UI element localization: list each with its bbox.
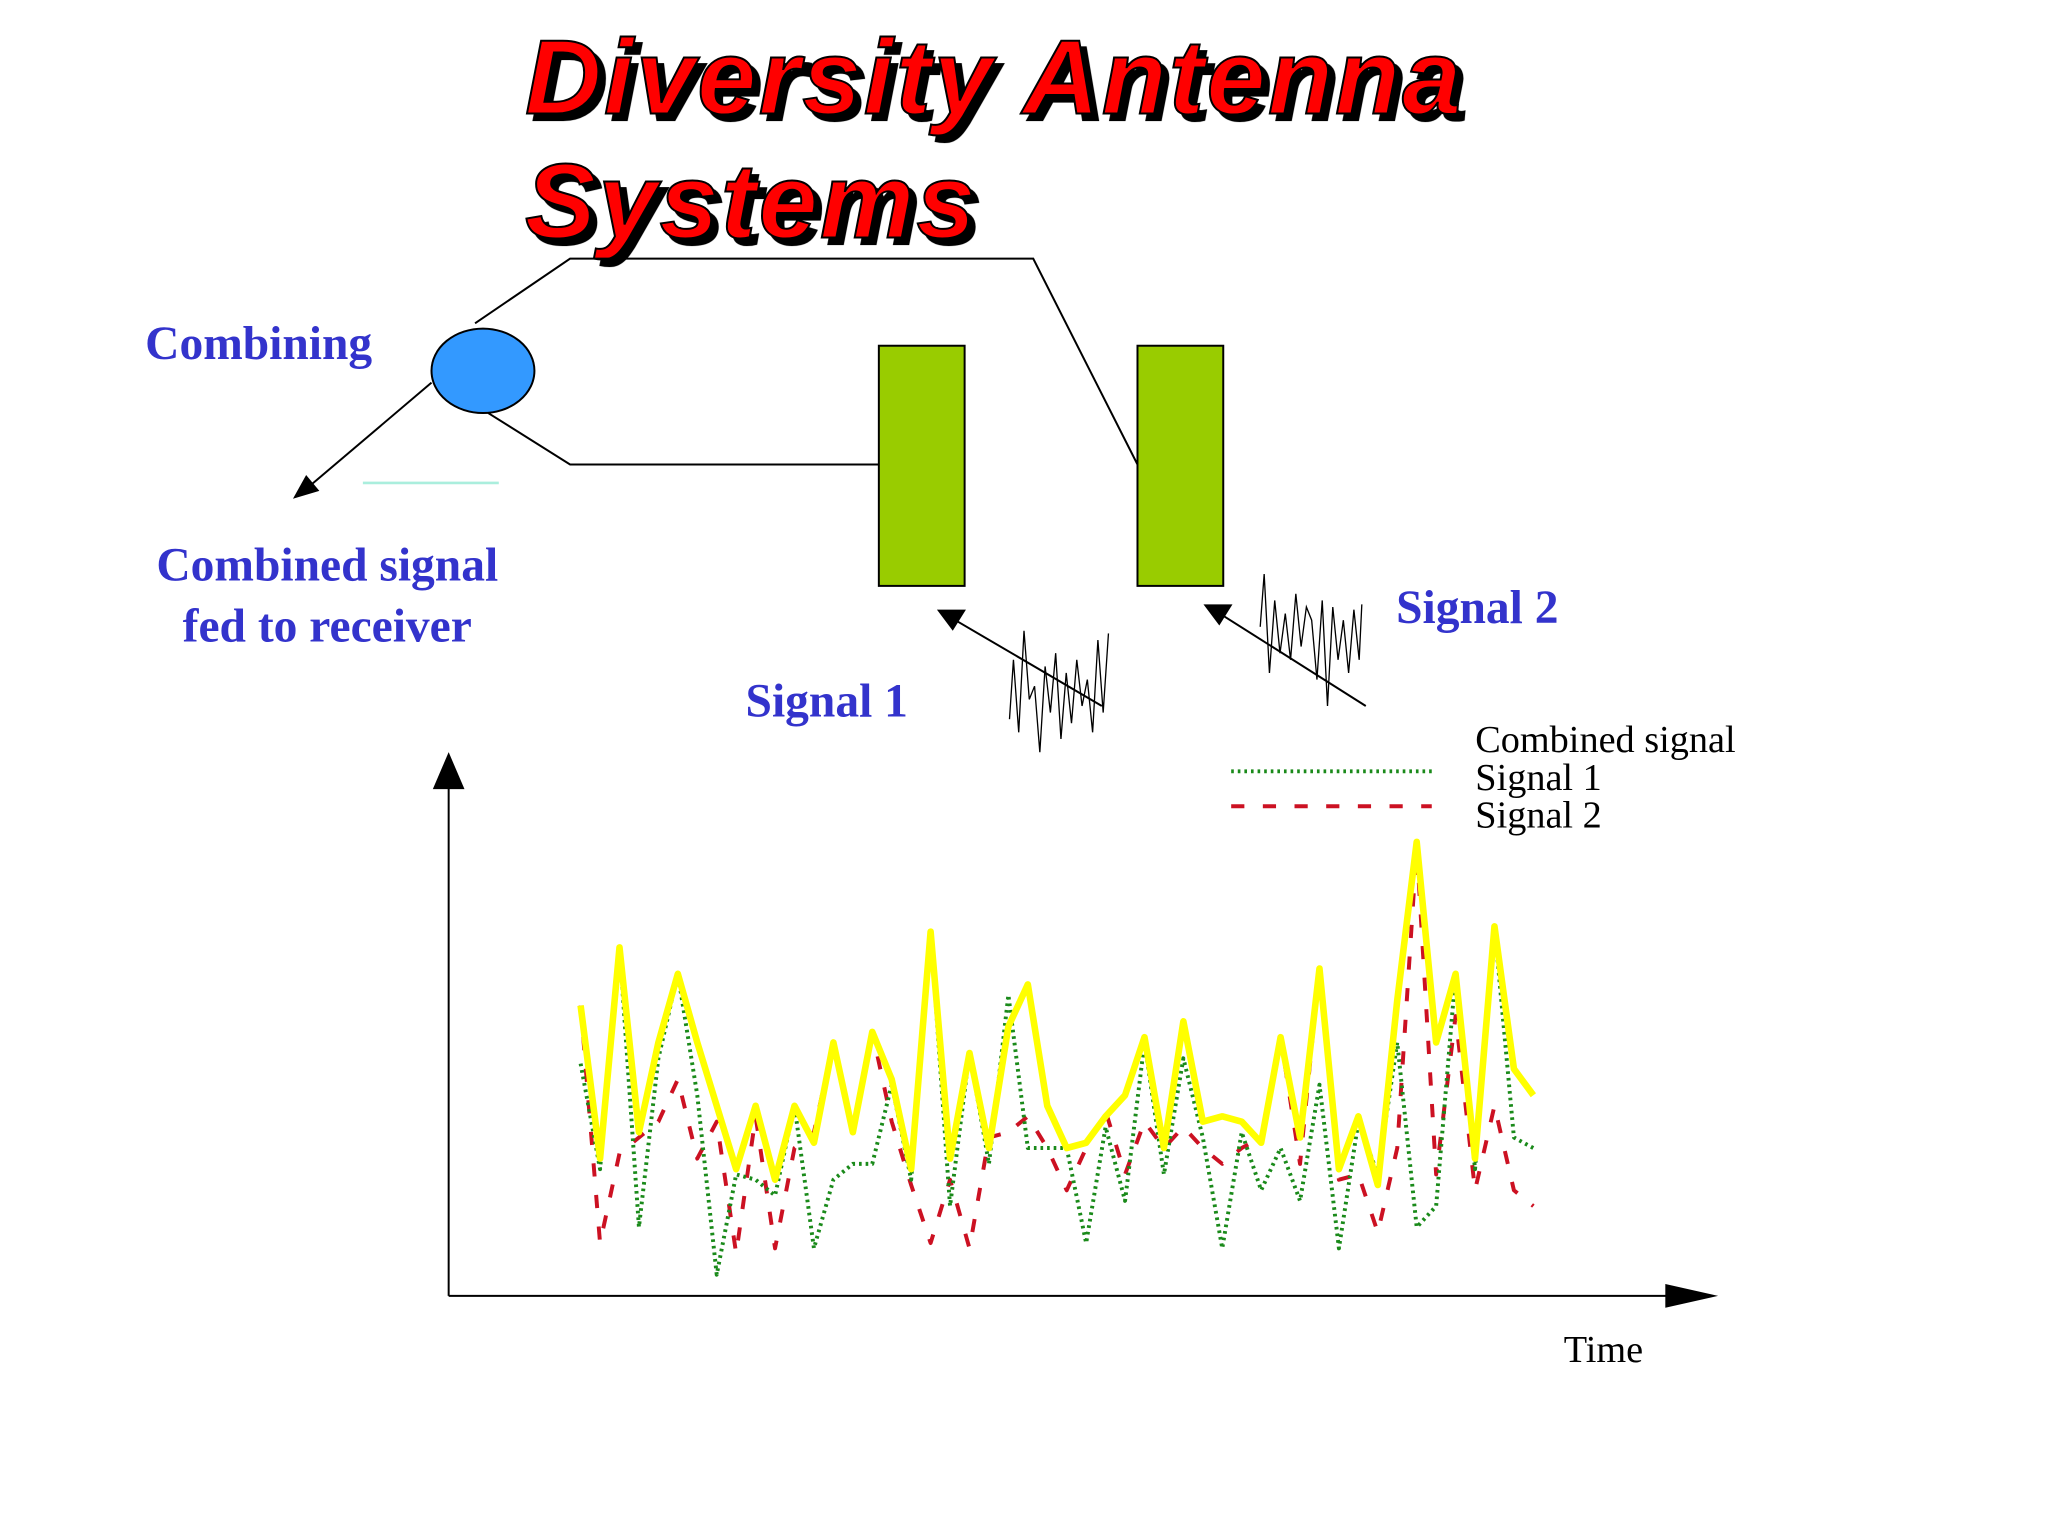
series-line — [578, 845, 1535, 1256]
arrow-head — [1665, 1283, 1719, 1308]
legend-label: Signal 2 — [1475, 794, 1601, 836]
arrow-head — [292, 475, 320, 499]
x-axis-label: Time — [1564, 1329, 1643, 1371]
label: Signal 1 — [746, 676, 908, 728]
antenna-1 — [877, 344, 966, 587]
title: Systems — [525, 143, 978, 261]
feed-line — [487, 412, 879, 466]
legend-label: Combined signal — [1475, 719, 1735, 761]
combiner — [430, 327, 536, 415]
label: Signal 2 — [1396, 582, 1558, 634]
arrow-head — [1203, 604, 1233, 626]
noise-1 — [1008, 630, 1110, 753]
antenna-2 — [1136, 344, 1225, 587]
noise-2 — [1259, 573, 1363, 707]
arrow-head — [936, 609, 966, 631]
series-line — [577, 838, 1537, 1189]
output-arrow — [309, 381, 433, 487]
label: Combined signal — [156, 540, 498, 592]
arrow-head — [432, 752, 465, 790]
series-line — [578, 924, 1535, 1277]
legend-label: Signal 1 — [1475, 757, 1601, 799]
signal-arrow — [954, 619, 1103, 707]
title: Diversity Antenna — [525, 18, 1463, 136]
label: Combining — [145, 318, 372, 370]
label: fed to receiver — [183, 600, 472, 652]
feed-line — [474, 257, 1139, 465]
signal-arrow — [1221, 614, 1367, 707]
